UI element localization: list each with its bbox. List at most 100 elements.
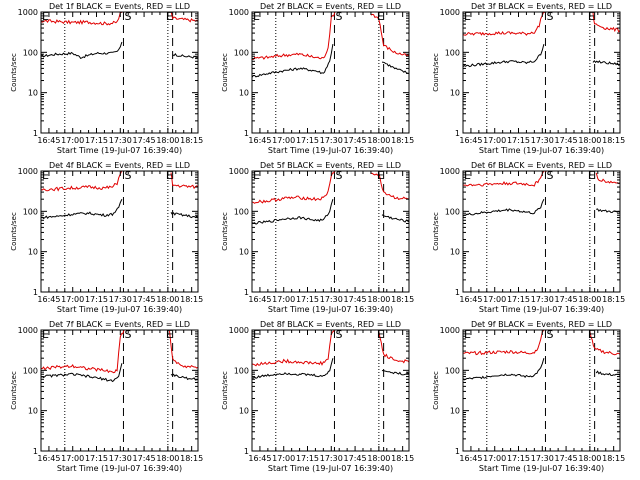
y-tick-label: 1000: [440, 167, 460, 176]
series-line-lld: [378, 331, 409, 364]
series-line-lld: [170, 12, 198, 23]
y-tick-label: 1000: [440, 326, 460, 335]
plot-area: [463, 171, 620, 292]
y-tick-label: 10: [28, 407, 38, 416]
x-tick-label: 18:15: [391, 295, 414, 304]
x-tick-label: 17:30: [320, 136, 343, 145]
x-tick-label: 17:00: [61, 295, 84, 304]
y-tick-label: 1: [244, 288, 249, 297]
series-line-events: [381, 61, 409, 74]
series-line-lld: [463, 12, 546, 36]
x-tick-label: 17:00: [61, 454, 84, 463]
marker-e-left: E: [253, 328, 260, 341]
y-axis-label: Counts/sec: [221, 371, 229, 410]
series-line-lld: [169, 330, 198, 369]
y-tick-label: 1: [33, 288, 38, 297]
marker-s: S: [124, 10, 131, 23]
y-tick-label: 100: [445, 48, 460, 57]
marker-s: S: [335, 10, 342, 23]
series-line-events: [595, 370, 620, 377]
x-tick-label: 17:30: [320, 454, 343, 463]
x-tick-label: 17:45: [133, 136, 156, 145]
series-line-events: [41, 41, 123, 60]
series-line-lld: [41, 330, 125, 374]
series-line-events: [252, 358, 334, 379]
x-tick-label: 17:30: [531, 454, 554, 463]
marker-e: E: [377, 10, 384, 23]
x-tick-label: 17:30: [531, 295, 554, 304]
plot-frame: [251, 170, 410, 293]
y-tick-label: 100: [23, 207, 38, 216]
y-tick-label: 100: [445, 207, 460, 216]
marker-s: S: [546, 169, 553, 182]
x-tick-label: 18:15: [391, 454, 414, 463]
y-axis-label: Counts/sec: [10, 53, 18, 92]
y-tick-label: 100: [23, 48, 38, 57]
series-line-lld: [252, 330, 335, 367]
x-tick-label: 18:15: [602, 454, 625, 463]
series-line-lld: [595, 172, 620, 185]
x-tick-label: 17:45: [344, 295, 367, 304]
series-line-lld: [370, 172, 409, 201]
marker-e: E: [588, 328, 595, 341]
x-tick-label: 17:45: [344, 136, 367, 145]
marker-e-left: E: [464, 169, 471, 182]
series-line-lld: [589, 331, 620, 356]
plot-frame: [40, 11, 199, 134]
y-axis-label: Counts/sec: [432, 371, 440, 410]
x-tick-label: 16:45: [459, 295, 482, 304]
panel-title: Det 3f BLACK = Events, RED = LLD: [471, 2, 612, 11]
marker-e: E: [588, 10, 595, 23]
x-tick-label: 18:00: [156, 454, 179, 463]
series-line-events: [170, 211, 198, 219]
x-tick-label: 17:15: [85, 295, 108, 304]
series-line-lld: [41, 12, 125, 26]
series-line-events: [596, 208, 620, 214]
panel-title: Det 5f BLACK = Events, RED = LLD: [260, 161, 401, 170]
x-axis-label: Start Time (19-Jul-07 16:39:40): [479, 146, 604, 155]
y-tick-label: 1: [33, 129, 38, 138]
marker-s: S: [546, 328, 553, 341]
x-tick-label: 17:00: [272, 136, 295, 145]
y-tick-label: 10: [239, 89, 249, 98]
series-line-events: [463, 198, 545, 217]
series-line-events: [41, 363, 123, 383]
x-tick-label: 18:00: [156, 295, 179, 304]
x-tick-label: 16:45: [248, 136, 271, 145]
y-tick-label: 1: [33, 447, 38, 456]
x-tick-label: 18:15: [180, 136, 203, 145]
marker-e-left: E: [253, 10, 260, 23]
series-line-lld: [370, 13, 409, 57]
panel-title: Det 2f BLACK = Events, RED = LLD: [260, 2, 401, 11]
x-tick-label: 17:45: [555, 454, 578, 463]
x-tick-label: 16:45: [459, 454, 482, 463]
x-tick-label: 17:00: [483, 454, 506, 463]
y-tick-label: 100: [23, 366, 38, 375]
x-tick-label: 17:15: [85, 136, 108, 145]
marker-s: S: [124, 328, 131, 341]
y-tick-label: 1000: [18, 8, 38, 17]
x-tick-label: 17:30: [109, 454, 132, 463]
marker-e-left: E: [464, 328, 471, 341]
y-tick-label: 1: [455, 447, 460, 456]
x-tick-label: 17:15: [296, 136, 319, 145]
y-tick-label: 10: [239, 248, 249, 257]
x-tick-label: 16:45: [37, 454, 60, 463]
plot-frame: [40, 170, 199, 293]
y-tick-label: 1000: [229, 8, 249, 17]
series-line-lld: [41, 171, 125, 192]
x-tick-label: 17:15: [85, 454, 108, 463]
x-tick-label: 17:00: [483, 295, 506, 304]
y-tick-label: 1: [455, 129, 460, 138]
y-tick-label: 1000: [229, 167, 249, 176]
y-axis-label: Counts/sec: [432, 53, 440, 92]
x-tick-label: 18:15: [391, 136, 414, 145]
marker-e: E: [377, 328, 384, 341]
x-axis-label: Start Time (19-Jul-07 16:39:40): [57, 146, 182, 155]
marker-e: E: [166, 10, 173, 23]
y-tick-label: 10: [28, 89, 38, 98]
y-tick-label: 10: [450, 89, 460, 98]
